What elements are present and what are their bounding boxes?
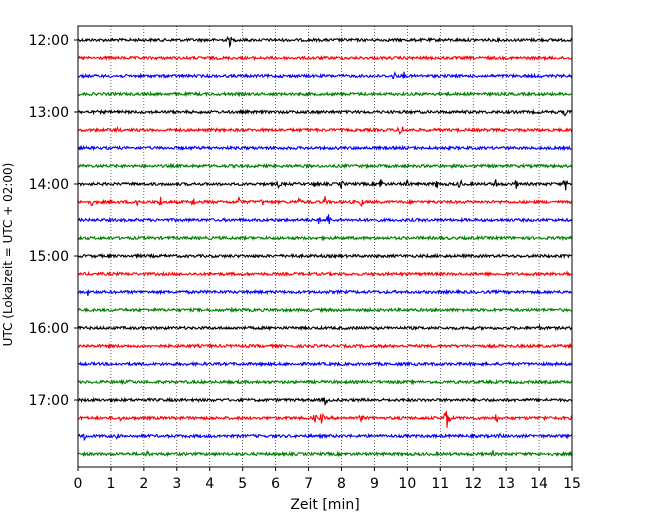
x-tick-label: 6 xyxy=(271,476,280,492)
x-tick-label: 9 xyxy=(370,476,379,492)
trace-1545 xyxy=(77,306,573,314)
y-tick-label: 12:00 xyxy=(29,33,69,49)
trace-1415 xyxy=(77,195,573,207)
x-tick-label: 3 xyxy=(172,476,181,492)
y-tick-label: 17:00 xyxy=(29,393,69,409)
y-axis-label: UTC (Lokalzeit = UTC + 02:00) xyxy=(1,163,15,347)
trace-1745 xyxy=(77,449,573,458)
x-axis-label: Zeit [min] xyxy=(290,497,359,513)
x-tick-label: 8 xyxy=(337,476,346,492)
x-axis: 0 1 2 3 4 5 6 7 8 9 10 11 12 13 14 15 xyxy=(74,467,581,492)
trace-1215 xyxy=(77,54,573,62)
plot-frame xyxy=(77,25,573,468)
trace-1345 xyxy=(77,162,573,170)
x-tick-label: 10 xyxy=(398,476,416,492)
x-tick-label: 2 xyxy=(139,476,148,492)
trace-1645 xyxy=(77,378,573,386)
trace-1515 xyxy=(77,270,573,278)
x-tick-label: 0 xyxy=(74,476,83,492)
y-tick-label: 13:00 xyxy=(29,105,69,121)
y-tick-label: 16:00 xyxy=(29,321,69,337)
trace-1200 xyxy=(77,35,573,49)
traces xyxy=(77,35,573,458)
trace-1715 xyxy=(77,410,573,428)
trace-1400 xyxy=(77,178,573,191)
x-tick-label: 13 xyxy=(497,476,515,492)
trace-1730 xyxy=(77,432,573,441)
x-tick-label: 12 xyxy=(464,476,482,492)
x-tick-label: 5 xyxy=(238,476,247,492)
x-tick-label: 7 xyxy=(304,476,313,492)
x-tick-label: 4 xyxy=(205,476,214,492)
y-tick-label: 14:00 xyxy=(29,177,69,193)
trace-1530 xyxy=(77,288,573,297)
y-tick-label: 15:00 xyxy=(29,249,69,265)
x-tick-label: 15 xyxy=(563,476,581,492)
trace-1600 xyxy=(77,323,573,332)
trace-1430 xyxy=(77,214,573,225)
trace-1230 xyxy=(77,70,573,80)
trace-1330 xyxy=(77,144,573,152)
x-tick-label: 1 xyxy=(106,476,115,492)
trace-1500 xyxy=(77,252,573,260)
trace-1300 xyxy=(77,108,573,117)
trace-1615 xyxy=(77,342,573,350)
trace-1245 xyxy=(77,90,573,98)
x-tick-label: 14 xyxy=(530,476,548,492)
trace-1700 xyxy=(77,396,573,406)
x-tick-label: 11 xyxy=(431,476,449,492)
y-axis: 12:00 13:00 14:00 15:00 16:00 17:00 xyxy=(29,33,78,409)
trace-1630 xyxy=(77,360,573,368)
trace-1315 xyxy=(77,126,573,136)
trace-1445 xyxy=(77,234,573,242)
